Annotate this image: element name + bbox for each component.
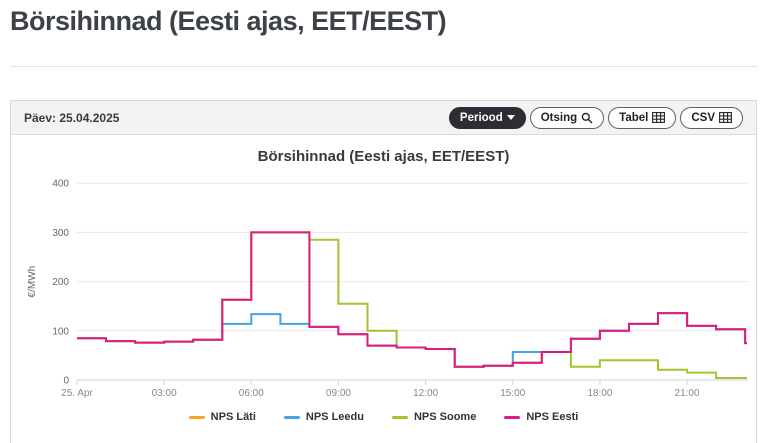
search-button[interactable]: Otsing — [529, 106, 605, 129]
svg-text:100: 100 — [52, 326, 69, 337]
table-button-label: Tabel — [619, 111, 649, 124]
table-button[interactable]: Tabel — [608, 106, 677, 129]
svg-text:12:00: 12:00 — [413, 388, 438, 399]
csv-button-label: CSV — [691, 111, 715, 124]
svg-text:25. Apr: 25. Apr — [61, 388, 93, 399]
svg-text:09:00: 09:00 — [326, 388, 351, 399]
svg-text:400: 400 — [52, 179, 69, 190]
chart-panel: Päev: 25.04.2025 Periood Otsing Tabel — [10, 100, 757, 443]
series-color-swatch — [504, 415, 521, 419]
svg-text:200: 200 — [52, 277, 69, 288]
svg-text:300: 300 — [52, 228, 69, 239]
svg-text:21:00: 21:00 — [675, 388, 700, 399]
search-button-label: Otsing — [540, 111, 578, 124]
svg-text:18:00: 18:00 — [587, 388, 612, 399]
chart-body: Börsihinnad (Eesti ajas, EET/EEST) 0 100 2… — [11, 148, 756, 423]
legend-label: NPS Leedu — [305, 411, 364, 423]
toolbar: Päev: 25.04.2025 Periood Otsing Tabel — [11, 101, 756, 135]
legend-item-nps-lati[interactable]: NPS Läti — [188, 411, 256, 423]
series-color-swatch — [283, 415, 300, 419]
svg-text:€/MWh: €/MWh — [27, 266, 38, 298]
chart-legend: NPS Läti NPS Leedu NPS Soome NPS Eesti — [11, 411, 756, 423]
table-icon — [719, 112, 732, 123]
chart-title: Börsihinnad (Eesti ajas, EET/EEST) — [257, 148, 510, 165]
csv-button[interactable]: CSV — [680, 106, 743, 129]
table-icon — [652, 112, 666, 123]
period-button[interactable]: Periood — [448, 106, 526, 129]
legend-label: NPS Eesti — [526, 411, 579, 423]
svg-text:03:00: 03:00 — [152, 388, 177, 399]
toolbar-buttons: Periood Otsing Tabel — [448, 106, 743, 129]
legend-item-nps-soome[interactable]: NPS Soome — [391, 411, 477, 423]
legend-label: NPS Läti — [210, 411, 256, 423]
price-chart-plot: 0 100 200 300 400 25. Apr 03:00 06:00 09:00 12:00… — [27, 179, 748, 399]
svg-text:0: 0 — [63, 376, 69, 387]
legend-item-nps-eesti[interactable]: NPS Eesti — [504, 411, 578, 423]
series-color-swatch — [188, 415, 205, 419]
search-icon — [581, 112, 593, 123]
legend-item-nps-leedu[interactable]: NPS Leedu — [283, 411, 364, 423]
svg-text:15:00: 15:00 — [500, 388, 525, 399]
series-color-swatch — [391, 415, 408, 419]
chevron-down-icon — [506, 115, 515, 120]
period-button-label: Periood — [459, 111, 503, 124]
legend-label: NPS Soome — [413, 411, 477, 423]
divider — [10, 66, 758, 67]
svg-text:06:00: 06:00 — [239, 388, 264, 399]
page-title: Börsihinnad (Eesti ajas, EET/EEST) — [10, 6, 447, 36]
date-label: Päev: 25.04.2025 — [24, 110, 120, 125]
